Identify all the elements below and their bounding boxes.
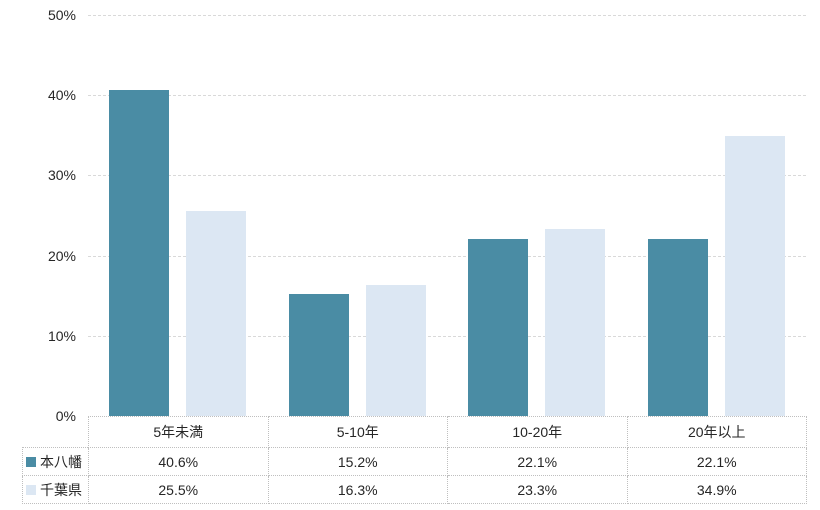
chart-data-table: 5年未満 5-10年 10-20年 20年以上 本八幡 40.6% 15.2% 22.1% 22… [22, 416, 807, 504]
y-axis-tick-label: 10% [47, 327, 76, 344]
legend-cell-本八幡: 本八幡 [22, 447, 89, 476]
gridline-10% [88, 335, 806, 337]
value-cell: 25.5% [88, 475, 269, 504]
y-axis-tick-label: 20% [47, 247, 76, 264]
value-cell: 23.3% [447, 475, 628, 504]
bar-千葉県-20年以上 [724, 136, 785, 416]
bar-千葉県-5-10年 [365, 285, 426, 416]
value-cell: 15.2% [267, 447, 448, 476]
legend-swatch-icon [26, 456, 36, 467]
category-label: 20年以上 [626, 416, 807, 448]
category-header-row: 5年未満 5-10年 10-20年 20年以上 [23, 416, 807, 448]
table-corner-empty [23, 417, 89, 448]
gridline-40% [88, 95, 806, 97]
category-label: 10-20年 [447, 416, 628, 448]
bar-千葉県-5年未満 [186, 211, 247, 416]
series-name: 本八幡 [40, 453, 82, 470]
bar-本八幡-20年以上 [647, 238, 708, 416]
series-row-本八幡: 本八幡 40.6% 15.2% 22.1% 22.1% [22, 447, 807, 476]
legend-cell-千葉県: 千葉県 [22, 475, 89, 504]
y-axis-tick-label: 50% [47, 7, 76, 23]
value-cell: 34.9% [626, 475, 807, 504]
y-axis-tick-label: 0% [55, 408, 76, 424]
bar-本八幡-5-10年 [288, 294, 349, 416]
value-cell: 40.6% [88, 447, 269, 476]
gridline-30% [88, 175, 806, 177]
legend-swatch-icon [26, 484, 36, 495]
bar-本八幡-5年未満 [109, 90, 170, 416]
value-cell: 22.1% [626, 447, 807, 476]
bar-本八幡-10-20年 [468, 238, 529, 416]
value-cell: 16.3% [267, 475, 448, 504]
series-name: 千葉県 [40, 481, 82, 498]
bar-千葉県-10-20年 [545, 229, 606, 416]
gridline-50% [88, 15, 806, 16]
y-axis-tick-label: 30% [47, 167, 76, 184]
y-axis-tick-label: 40% [47, 87, 76, 104]
gridline-20% [88, 255, 806, 257]
value-cell: 22.1% [447, 447, 628, 476]
category-label: 5-10年 [267, 416, 448, 448]
series-row-千葉県: 千葉県 25.5% 16.3% 23.3% 34.9% [22, 475, 807, 504]
category-label: 5年未満 [88, 416, 269, 448]
